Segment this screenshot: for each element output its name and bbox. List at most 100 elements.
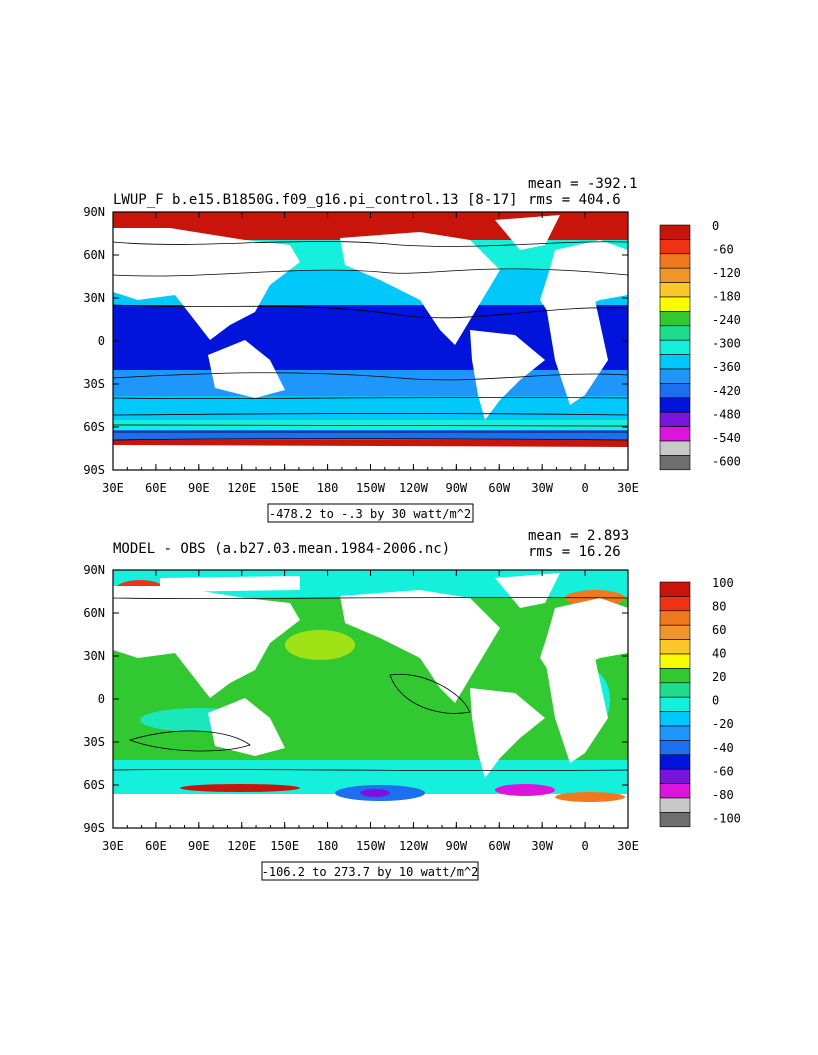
x-tick-label: 150W [356, 481, 386, 495]
y-tick-label: 60S [83, 420, 105, 434]
x-tick-label: 60E [145, 481, 167, 495]
rms-label: rms = 404.6 [528, 192, 621, 208]
continents [113, 573, 628, 778]
axis-ticks: 30E 60E 90E 120E 150E 180 150W 120W 90W 60W 30W 0 30… [83, 205, 639, 495]
range-box [267, 503, 474, 523]
y-tick-label: 90S [83, 463, 105, 477]
legend-label: -20 [712, 717, 734, 731]
legend-label: 40 [712, 647, 726, 661]
legend-swatch [659, 783, 691, 799]
legend-swatch [659, 754, 691, 770]
x-tick-label: 120E [227, 481, 256, 495]
x-tick-label: 180 [317, 839, 339, 853]
y-tick-label: 60N [83, 606, 105, 620]
y-tick-label: 0 [98, 692, 105, 706]
legend-label: 0 [712, 219, 719, 233]
y-tick-label: 30N [83, 291, 105, 305]
legend-label: -80 [712, 788, 734, 802]
range-label: -106.2 to 273.7 by 10 watt/m^2 [262, 865, 479, 879]
legend-swatch [659, 581, 691, 597]
legend-label: -120 [712, 266, 741, 280]
legend-swatch [659, 711, 691, 727]
x-tick-label: 90E [188, 481, 210, 495]
legend-label: -540 [712, 431, 741, 445]
legend-label: 100 [712, 576, 734, 590]
legend-swatch [659, 696, 691, 712]
plot-title: MODEL - OBS (a.b27.03.mean.1984-2006.nc) [113, 541, 450, 557]
x-tick-label: 60W [488, 839, 510, 853]
x-tick-label: 0 [581, 481, 588, 495]
legend-label: 60 [712, 623, 726, 637]
y-tick-label: 90S [83, 821, 105, 835]
y-tick-label: 90N [83, 563, 105, 577]
legend-swatch [659, 668, 691, 684]
legend-label: -100 [712, 811, 741, 825]
legend-swatch [659, 596, 691, 612]
continents [113, 215, 628, 470]
x-tick-label: 30W [531, 839, 553, 853]
x-tick-label: 120W [399, 481, 429, 495]
x-tick-label: 30E [617, 481, 639, 495]
y-tick-label: 30S [83, 735, 105, 749]
x-tick-label: 30W [531, 481, 553, 495]
legend-swatch [659, 740, 691, 756]
range-box [261, 861, 479, 881]
legend-swatch [659, 797, 691, 813]
legend-swatch [659, 610, 691, 626]
contour-lines [112, 241, 629, 441]
legend-label: 20 [712, 670, 726, 684]
legend-label: -420 [712, 384, 741, 398]
legend-label: -360 [712, 360, 741, 374]
legend-label: -40 [712, 741, 734, 755]
y-tick-label: 30S [83, 377, 105, 391]
x-tick-label: 150E [270, 481, 299, 495]
legend-swatch [659, 624, 691, 640]
x-tick-label: 60W [488, 481, 510, 495]
south-subtrop-band [113, 370, 628, 398]
y-tick-label: 60S [83, 778, 105, 792]
plot-panel-1: LWUP_F b.e15.B1850G.f09_g16.pi_control.1… [83, 176, 741, 523]
x-tick-label: 0 [581, 839, 588, 853]
legend-label: -60 [712, 243, 734, 257]
contour-lines [112, 597, 629, 771]
legend-label: -300 [712, 337, 741, 351]
legend-swatch [659, 455, 691, 471]
x-tick-label: 120W [399, 839, 429, 853]
x-tick-label: 30E [617, 839, 639, 853]
x-tick-label: 180 [317, 481, 339, 495]
x-tick-label: 150W [356, 839, 386, 853]
legend-swatch [659, 639, 691, 655]
legend-label: 80 [712, 600, 726, 614]
y-tick-label: 30N [83, 649, 105, 663]
color-legend: 100 80 60 40 20 0 -20 -40 -60 -80 -100 [659, 576, 741, 828]
map-plot-1: LWUP_F b.e15.B1850G.f09_g16.pi_control.1… [83, 176, 741, 523]
legend-swatch [659, 768, 691, 784]
legend-label: -240 [712, 313, 741, 327]
y-tick-label: 60N [83, 248, 105, 262]
legend-label: -600 [712, 454, 741, 468]
y-tick-label: 0 [98, 334, 105, 348]
legend-label: -480 [712, 407, 741, 421]
color-legend: 0 -60 -120 -180 -240 -300 -360 -420 -480 -540 -600 [659, 219, 741, 471]
x-tick-label: 90E [188, 839, 210, 853]
x-tick-label: 120E [227, 839, 256, 853]
plot-title: LWUP_F b.e15.B1850G.f09_g16.pi_control.1… [113, 192, 518, 208]
x-tick-label: 60E [145, 839, 167, 853]
legend-swatch [659, 682, 691, 698]
axis-ticks: 30E 60E 90E 120E 150E 180 150W 120W 90W 60W 30W 0 30… [83, 563, 639, 853]
mean-label: mean = 2.893 [528, 528, 629, 544]
mean-label: mean = -392.1 [528, 176, 638, 192]
legend-label: -60 [712, 764, 734, 778]
legend-label: 0 [712, 694, 719, 708]
y-tick-label: 90N [83, 205, 105, 219]
rms-label: rms = 16.26 [528, 544, 621, 560]
x-tick-label: 150E [270, 839, 299, 853]
range-label: -478.2 to -.3 by 30 watt/m^2 [269, 507, 471, 521]
legend-label: -180 [712, 290, 741, 304]
x-tick-label: 90W [445, 481, 467, 495]
legend-swatch [659, 653, 691, 669]
x-tick-label: 90W [445, 839, 467, 853]
x-tick-label: 30E [102, 481, 124, 495]
